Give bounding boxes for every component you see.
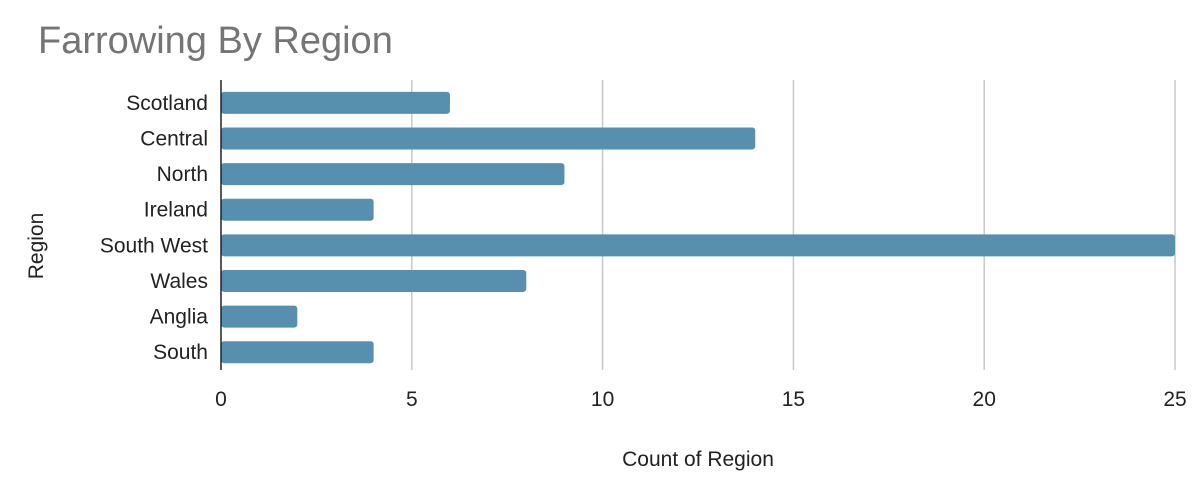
x-tick-label: 5 [406, 388, 418, 411]
category-label: South [153, 341, 208, 364]
category-label: Wales [150, 270, 208, 293]
bar-wales [221, 269, 527, 292]
category-label: Central [140, 127, 208, 150]
chart-title: Farrowing By Region [38, 20, 393, 62]
bar-central [221, 127, 756, 150]
category-labels: Scotland Central North Ireland South West Wal… [100, 92, 208, 364]
x-tick-label: 25 [1163, 388, 1186, 411]
bars [221, 91, 1175, 364]
category-label: South West [100, 234, 208, 257]
x-tick-labels: 0 5 10 15 20 25 [215, 388, 1187, 411]
bar-north [221, 163, 565, 186]
x-tick-label: 20 [973, 388, 996, 411]
x-axis-title: Count of Region [622, 448, 774, 471]
bar-scotland [221, 91, 450, 114]
category-label: North [157, 163, 208, 186]
gridlines [411, 80, 1176, 370]
category-label: Ireland [144, 199, 208, 222]
bar-south-west [221, 234, 1175, 257]
x-tick-label: 0 [215, 388, 227, 411]
y-axis-title: Region [25, 213, 48, 280]
x-tick-label: 15 [782, 388, 805, 411]
bar-anglia [221, 305, 298, 328]
bar-ireland [221, 198, 374, 221]
category-label: Anglia [150, 306, 209, 329]
x-tick-label: 10 [591, 388, 614, 411]
category-label: Scotland [126, 92, 208, 115]
bar-south [221, 341, 374, 364]
